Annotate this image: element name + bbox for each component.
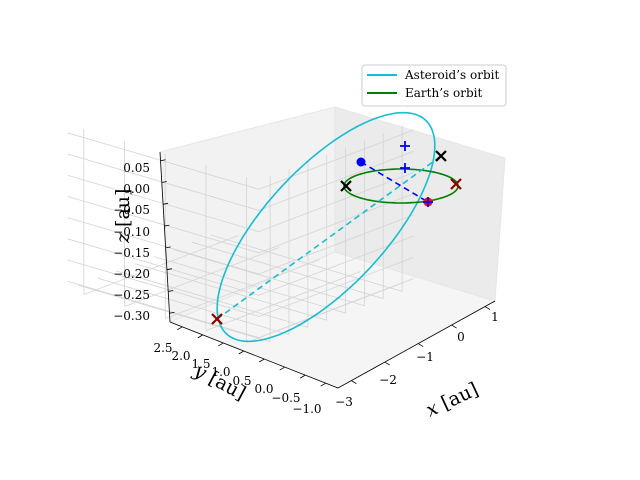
grid-line-z (67, 280, 259, 339)
grid-line-z (67, 238, 259, 296)
grid-line-z (67, 132, 259, 190)
legend-box (361, 64, 507, 107)
legend-label-asteroid: Asteroid’s orbit (404, 68, 499, 82)
y-tick-mark (238, 350, 244, 355)
red-x-marker (211, 313, 223, 325)
x-axis-label: x [au] (423, 378, 482, 421)
x-tick-label: −3 (335, 395, 353, 409)
y-tick-mark (320, 382, 326, 387)
tick-labels: −3 −2 −1 0 1 −1.0−0.50.00.51.01.52.02.5 −0.30 −… (113, 161, 499, 416)
grid-line-y (116, 270, 308, 328)
grid-line-z (258, 172, 414, 232)
grid-line-y (191, 241, 384, 299)
z-axis-line (159, 151, 171, 323)
grid-line-z (258, 193, 414, 254)
orbit-markers (211, 141, 462, 325)
z-tick-mark (169, 311, 175, 314)
x-tick-label: 0 (457, 330, 465, 344)
red-x-marker (450, 178, 462, 190)
grid-line-z (258, 278, 414, 338)
z-tick-mark (166, 268, 173, 271)
z-tick-label: 0.00 (123, 182, 150, 196)
grid-line-y (97, 277, 290, 335)
y-tick-mark (259, 358, 265, 363)
y-tick-label: −0.5 (271, 391, 300, 405)
x-tick-label: −1 (416, 350, 434, 364)
x-tick-label: 1 (491, 310, 499, 324)
z-tick-label: −0.25 (113, 288, 150, 302)
y-tick-mark (177, 326, 183, 331)
grid-line-z (67, 259, 259, 317)
z-tick-label: −0.30 (113, 309, 150, 323)
x-tick-mark (484, 306, 491, 310)
y-tick-label: 0.5 (232, 374, 251, 388)
y-tick-label: 0.0 (254, 382, 273, 396)
grid-line-x (205, 271, 361, 331)
y-tick-label: 1.0 (211, 365, 230, 379)
grid-line-y (78, 284, 271, 343)
y-tick-label: 2.5 (153, 341, 172, 355)
grid-line-z (258, 129, 414, 190)
z-tick-label: −0.20 (113, 267, 150, 281)
y-tick-label: 1.5 (191, 357, 210, 371)
z-tick-mark (168, 290, 174, 292)
asteroid-apsides-line (216, 155, 442, 320)
x-axis-line (337, 300, 496, 389)
blue-dot-marker (356, 157, 366, 167)
y-tick-mark (300, 374, 306, 379)
y-tick-label: −1.0 (292, 402, 321, 416)
x-tick-mark (451, 324, 457, 329)
grid-line-z (258, 151, 414, 211)
z-tick-mark (162, 202, 169, 205)
grid-line-z (67, 196, 259, 254)
z-tick-mark (165, 246, 171, 249)
x-tick-label: −2 (379, 373, 397, 387)
blue-plus-marker (423, 197, 433, 207)
y-tick-label: 2.0 (171, 349, 190, 363)
grid-line-x (83, 235, 239, 295)
grid-line-x (165, 259, 320, 319)
z-tick-label: 0.05 (123, 161, 150, 175)
z-tick-label: −0.10 (113, 225, 150, 239)
z-tick-label: −0.05 (113, 203, 150, 217)
blue-plus-marker (400, 141, 410, 151)
z-tick-mark (164, 224, 170, 227)
y-tick-mark (197, 334, 203, 339)
x-tick-mark (351, 380, 357, 384)
x-tick-mark (384, 361, 390, 366)
z-tick-mark (161, 181, 167, 183)
blue-plus-marker (400, 163, 410, 173)
node-line (360, 161, 429, 203)
legend: Asteroid’s orbit Earth’s orbit (361, 64, 507, 107)
x-tick-mark (417, 343, 424, 347)
grid-line-y (210, 234, 403, 292)
grid-line-z (258, 257, 414, 317)
axes (159, 151, 496, 389)
black-x-marker (435, 150, 447, 162)
z-tick-label: −0.15 (113, 246, 150, 260)
z-tick-mark (160, 159, 166, 162)
legend-label-earth: Earth’s orbit (405, 86, 482, 100)
black-x-marker (340, 180, 352, 192)
z-axis-label: z [au] (112, 189, 134, 244)
grid-line-y (154, 256, 346, 314)
grid-line-z (258, 214, 414, 275)
y-axis-line (169, 321, 339, 389)
y-tick-mark (279, 366, 285, 371)
asteroid-orbit-line (216, 111, 436, 343)
grid-line-x (124, 247, 280, 307)
grid-line-z (67, 217, 259, 275)
grid-line-y (173, 248, 365, 307)
y-tick-mark (218, 342, 224, 347)
